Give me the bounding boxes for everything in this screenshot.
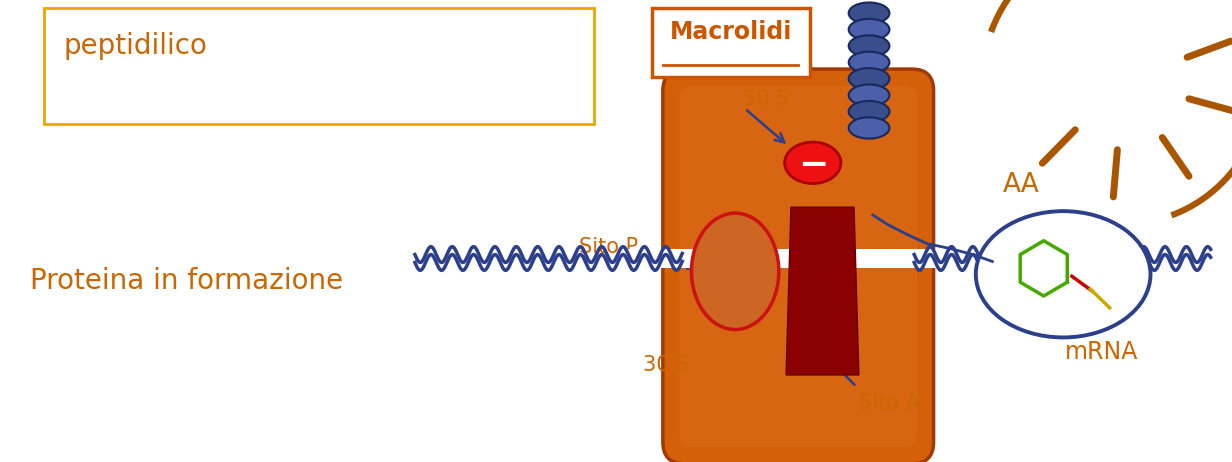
Ellipse shape [849, 85, 890, 106]
Bar [626, 249, 971, 268]
Text: −: − [797, 148, 828, 182]
Ellipse shape [691, 213, 779, 329]
Ellipse shape [849, 35, 890, 57]
Ellipse shape [849, 52, 890, 73]
Ellipse shape [785, 142, 841, 183]
FancyBboxPatch shape [679, 86, 917, 447]
Text: Macrolidi: Macrolidi [669, 20, 792, 44]
Text: 30 S: 30 S [643, 355, 690, 375]
Ellipse shape [849, 2, 890, 24]
Ellipse shape [849, 19, 890, 40]
Ellipse shape [849, 101, 890, 122]
Text: Proteina in formazione: Proteina in formazione [31, 267, 344, 295]
Text: mRNA: mRNA [1066, 340, 1138, 365]
Ellipse shape [976, 211, 1151, 337]
Ellipse shape [849, 68, 890, 90]
FancyBboxPatch shape [652, 8, 809, 77]
Text: Sito A: Sito A [860, 393, 920, 413]
FancyBboxPatch shape [663, 69, 934, 462]
Text: AA: AA [1003, 172, 1040, 199]
Text: Sito P: Sito P [579, 237, 638, 257]
Ellipse shape [849, 117, 890, 139]
Text: 50 S: 50 S [743, 89, 790, 109]
Text: peptidilico: peptidilico [64, 31, 207, 60]
Polygon shape [786, 207, 859, 375]
